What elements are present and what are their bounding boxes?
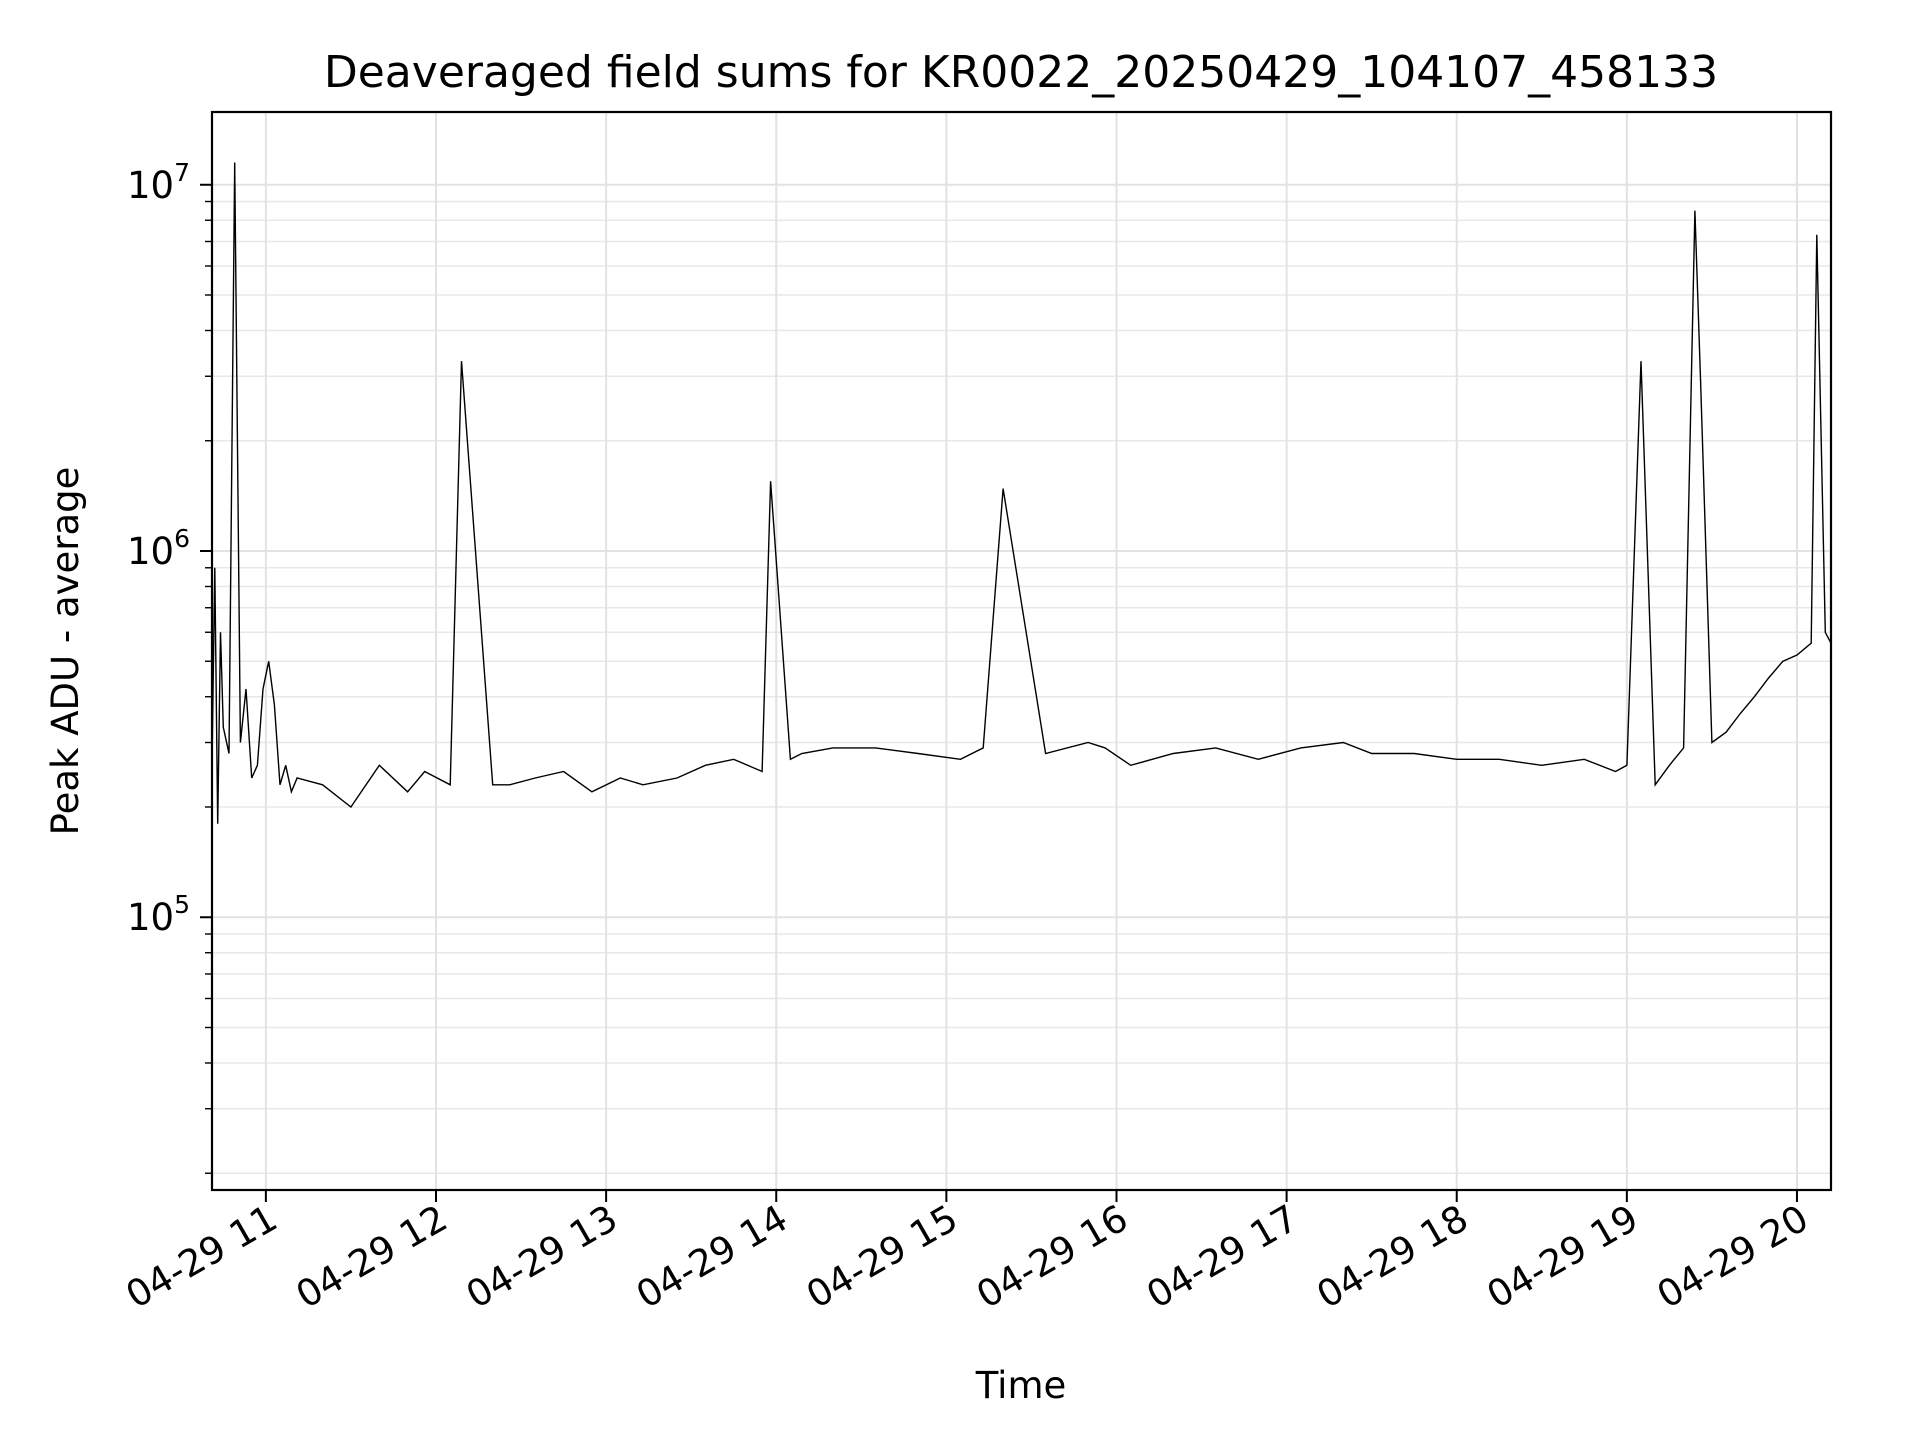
grid (212, 112, 1831, 1190)
chart-title: Deaveraged field sums for KR0022_2025042… (324, 47, 1718, 98)
y-axis-label: Peak ADU - average (44, 467, 87, 836)
y-axis: 105 106 107 (127, 158, 212, 1174)
plot-area-frame (210, 110, 1833, 1192)
y-tick-label: 106 (127, 524, 190, 573)
series-layer (211, 162, 1832, 824)
x-axis-label: Time (975, 1364, 1067, 1407)
data-series-line (211, 162, 1832, 824)
y-tick-label: 105 (127, 890, 190, 939)
y-tick-label: 107 (127, 158, 190, 207)
